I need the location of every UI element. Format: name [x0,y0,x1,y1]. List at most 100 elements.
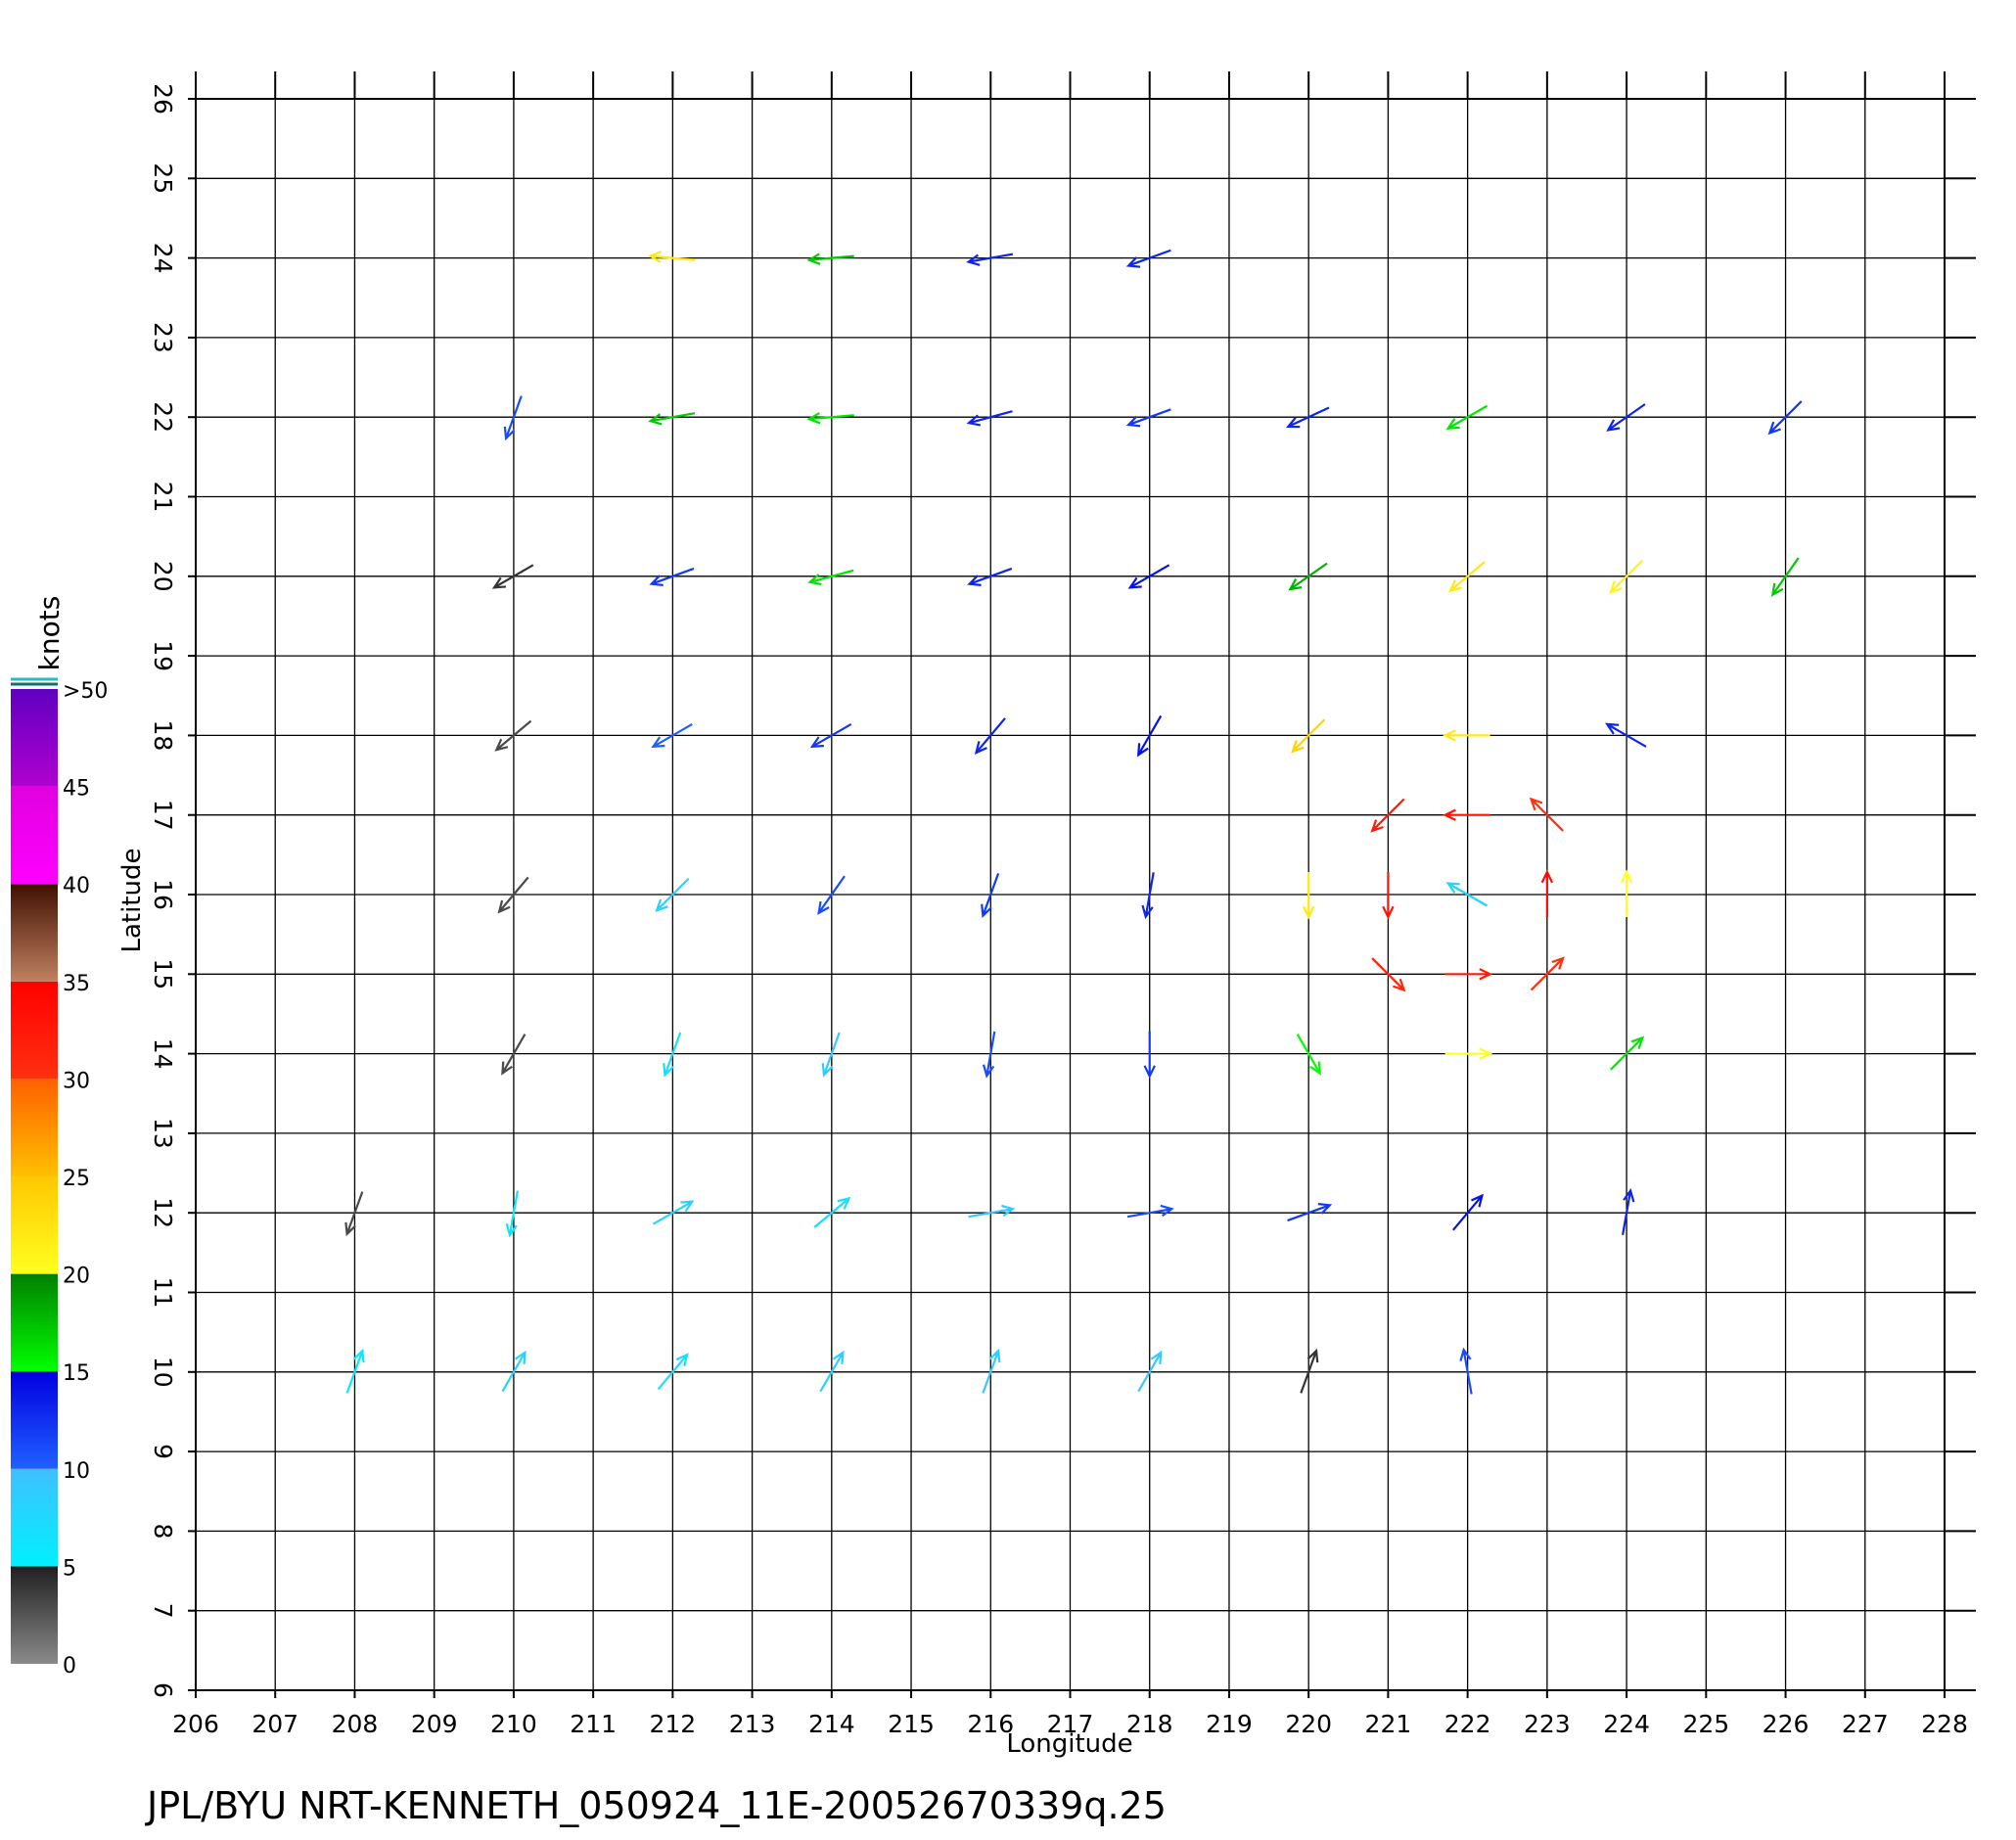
y-tick-label: 14 [149,1038,177,1070]
wind-vector [1300,1348,1319,1394]
wind-vector [1448,561,1486,593]
x-tick-label: 225 [1682,1710,1729,1738]
y-tick-label: 26 [149,83,177,115]
wind-vector [655,877,690,913]
colorbar-band [11,689,58,787]
y-tick-label: 22 [149,401,177,433]
y-axis-label: Latitude [117,848,147,952]
wind-vector [1530,956,1565,991]
colorbar-band [11,1468,58,1567]
wind-vector [501,1034,527,1076]
wind-vector [503,395,523,441]
wind-vector [1126,1204,1174,1219]
wind-vector [648,412,696,426]
x-tick-label: 221 [1365,1710,1412,1738]
colorbar-tick-label: 45 [63,777,90,802]
y-tick-label: 6 [149,1682,177,1698]
wind-vector [1141,872,1155,920]
colorbar-band [11,1566,58,1664]
x-tick-label: 211 [570,1710,617,1738]
x-tick-label: 220 [1285,1710,1332,1738]
wind-vector [1529,797,1564,832]
wind-vector [1604,722,1647,748]
wind-vector [501,1350,527,1393]
wind-vector [1443,808,1490,821]
y-tick-label: 9 [149,1444,177,1459]
y-tick-label: 18 [149,719,177,751]
y-tick-label: 23 [149,322,177,353]
colorbar-band [11,1273,58,1372]
x-tick-label: 218 [1126,1710,1173,1738]
wind-vector [982,1031,996,1079]
wind-vector [1125,408,1171,428]
y-tick-label: 20 [149,561,177,592]
wind-vector [819,1350,845,1393]
y-tick-label: 21 [149,482,177,513]
wind-vector [1125,249,1171,268]
y-tick-label: 11 [149,1277,177,1309]
wind-vector [982,1348,1001,1394]
colorbar-tick-label: 30 [63,1069,90,1093]
x-tick-label: 214 [808,1710,855,1738]
wind-vector [809,722,852,749]
x-tick-label: 216 [967,1710,1014,1738]
colorbar-tick-label: 5 [63,1556,76,1581]
wind-vector [657,1353,689,1391]
colorbar-band [11,981,58,1080]
wind-vector [1610,1035,1645,1071]
wind-vector [813,1196,851,1228]
wind-vector [817,875,846,915]
x-tick-label: 215 [888,1710,935,1738]
y-tick-label: 8 [149,1523,177,1539]
wind-vector [1609,559,1644,594]
y-tick-label: 25 [149,162,177,194]
wind-vector [649,567,695,586]
x-tick-label: 213 [729,1710,776,1738]
wind-vector [1452,1193,1485,1231]
y-tick-label: 15 [149,958,177,989]
colorbar-band [11,1371,58,1469]
wind-vector [1445,882,1489,907]
wind-vector [497,876,529,914]
x-tick-label: 227 [1842,1710,1889,1738]
wind-vector [1770,557,1800,597]
wind-vector [1444,1047,1493,1060]
wind-vector [1443,729,1490,742]
wind-vector [1136,714,1163,758]
colorbar-tick-label: 10 [63,1459,90,1484]
y-tick-label: 13 [149,1118,177,1149]
colorbar-tick-label: 0 [63,1654,76,1679]
y-tick-label: 17 [149,800,177,831]
colorbar-band [11,1176,58,1274]
grid [195,98,1946,1691]
y-tick-label: 19 [149,640,177,671]
wind-vector [974,717,1006,755]
wind-vector [1767,400,1803,436]
colorbar-tick-label: >50 [63,679,108,704]
wind-vector [652,1200,695,1225]
x-tick-label: 219 [1206,1710,1253,1738]
colorbar-label: knots [33,596,66,671]
x-tick-label: 206 [172,1710,219,1738]
x-tick-label: 217 [1047,1710,1094,1738]
y-tick-label: 10 [149,1357,177,1388]
colorbar-tick-label: 40 [63,874,90,898]
x-tick-label: 228 [1921,1710,1968,1738]
wind-vector [1287,1203,1333,1222]
wind-vector [1620,869,1633,917]
x-tick-label: 209 [411,1710,458,1738]
chart-title: JPL/BYU NRT-KENNETH_050924_11E-200526703… [145,1784,1167,1827]
x-axis-label: Longitude [1006,1729,1132,1759]
x-tick-label: 224 [1603,1710,1650,1738]
wind-vector [663,1032,682,1078]
wind-vector [821,1032,841,1078]
wind-vector [968,1204,1016,1219]
wind-vector [966,410,1013,427]
wind-vector [505,1190,519,1238]
wind-vector [1137,1350,1163,1393]
wind-vector [1606,403,1646,432]
wind-vector [1291,718,1326,754]
wind-vector [344,1191,364,1237]
colorbar-tick-label: 25 [63,1167,90,1191]
wind-vector [1459,1347,1473,1395]
